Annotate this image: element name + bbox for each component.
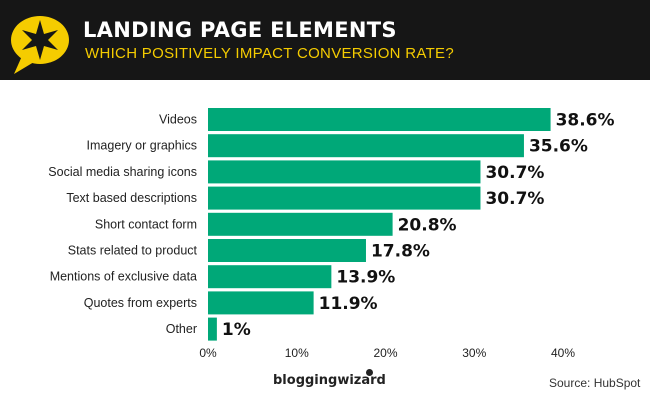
- category-label: Text based descriptions: [66, 191, 197, 205]
- x-tick-label: 20%: [373, 346, 397, 360]
- data-label: 20.8%: [398, 215, 457, 235]
- x-tick-label: 10%: [285, 346, 309, 360]
- bar: [208, 108, 551, 131]
- bar: [208, 134, 524, 158]
- category-label: Videos: [159, 113, 197, 127]
- data-label: 38.6%: [556, 111, 615, 131]
- bar: [208, 317, 217, 341]
- category-label: Mentions of exclusive data: [50, 270, 197, 284]
- category-label: Other: [166, 322, 197, 336]
- category-label: Imagery or graphics: [87, 139, 197, 153]
- data-label: 30.7%: [485, 163, 544, 183]
- header-banner: LANDING PAGE ELEMENTS WHICH POSITIVELY I…: [0, 0, 650, 80]
- bar: [208, 291, 314, 315]
- bar: [208, 265, 332, 289]
- data-label: 1%: [222, 320, 251, 340]
- category-label: Stats related to product: [68, 244, 198, 258]
- bar: [208, 239, 366, 262]
- data-label: 13.9%: [336, 268, 395, 288]
- chart-subtitle: WHICH POSITIVELY IMPACT CONVERSION RATE?: [85, 45, 455, 62]
- speech-bubble-star-logo: [11, 16, 69, 74]
- data-label: 17.8%: [371, 242, 430, 262]
- x-tick-label: 40%: [551, 346, 575, 360]
- category-label: Short contact form: [95, 217, 197, 231]
- x-tick-label: 30%: [462, 346, 486, 360]
- chart-title: LANDING PAGE ELEMENTS: [83, 18, 397, 42]
- bar: [208, 186, 481, 210]
- bar-chart: Videos 38.6% Imagery or graphics 35.6% Socia…: [48, 108, 615, 360]
- bar: [208, 160, 481, 184]
- category-label: Social media sharing icons: [48, 165, 197, 179]
- brand-logo-dot-icon: [366, 369, 373, 376]
- data-label: 30.7%: [485, 189, 544, 209]
- bar: [208, 212, 393, 236]
- data-label: 11.9%: [319, 294, 378, 314]
- data-label: 35.6%: [529, 137, 588, 157]
- x-tick-label: 0%: [199, 346, 217, 360]
- source-note: Source: HubSpot: [549, 376, 641, 390]
- category-label: Quotes from experts: [84, 296, 197, 310]
- brand-logo: bloggingwizard: [273, 373, 386, 388]
